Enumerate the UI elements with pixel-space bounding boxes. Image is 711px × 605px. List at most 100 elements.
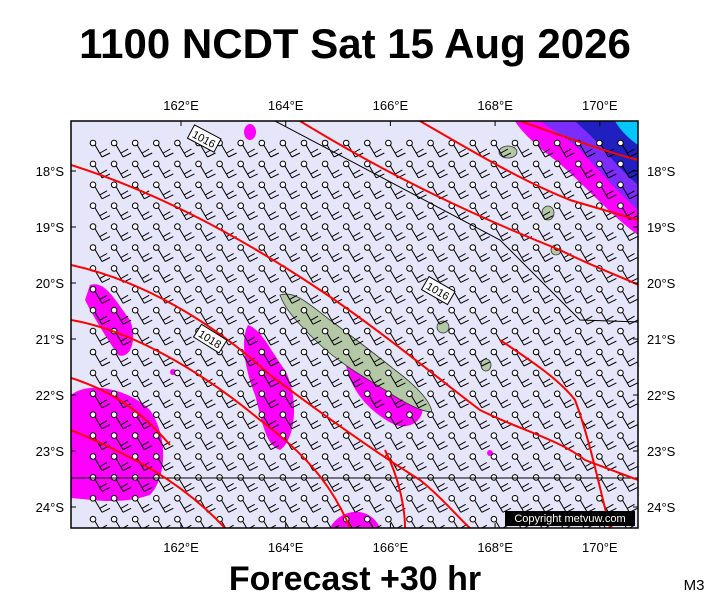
barb-staff (622, 437, 630, 450)
barb-station (617, 369, 624, 377)
wind-barb (511, 265, 533, 283)
barb-staff (263, 207, 272, 220)
barb-feather (395, 357, 403, 363)
barb-staff (644, 459, 651, 471)
barb-feather (312, 340, 322, 346)
barb-staff (495, 207, 504, 220)
wind-barb (131, 160, 153, 179)
barb-feather (587, 486, 596, 492)
barb-station (153, 390, 160, 398)
wind-barb (258, 348, 280, 367)
wind-barb (195, 515, 213, 528)
barb-station (617, 495, 624, 502)
wind-barb (532, 286, 554, 304)
barb-feather (354, 507, 364, 513)
barb-feather (374, 357, 382, 363)
barb-station (174, 411, 181, 419)
barb-staff (558, 228, 567, 241)
barb-feather (396, 524, 403, 528)
barb-station (153, 453, 160, 460)
barb-feather (544, 215, 554, 221)
barb-staff (579, 165, 588, 179)
barb-feather (184, 169, 192, 175)
barb-station (216, 453, 223, 460)
barb-station (195, 306, 202, 314)
barb-feather (120, 378, 129, 384)
barb-staff (178, 416, 187, 429)
barb-feather (376, 382, 385, 388)
barb-feather (606, 399, 614, 405)
barb-feather (523, 340, 533, 346)
barb-feather (186, 486, 195, 492)
barb-station (342, 202, 350, 209)
wind-barb (153, 369, 174, 388)
barb-station (195, 244, 202, 251)
barb-feather (649, 483, 656, 487)
barb-station (469, 390, 477, 398)
barb-feather (122, 424, 132, 430)
barb-feather (460, 507, 469, 513)
wind-barb (258, 202, 280, 221)
barb-station (258, 160, 266, 168)
wind-barb (174, 369, 195, 388)
barb-staff (242, 458, 251, 471)
barb-feather (310, 357, 319, 363)
barb-station (596, 369, 603, 377)
caption: Forecast +30 hr (229, 560, 481, 598)
barb-staff (94, 144, 103, 158)
barb-staff (453, 520, 459, 528)
barb-feather (186, 507, 195, 513)
wind-barb (575, 474, 596, 492)
barb-feather (310, 336, 319, 342)
barb-feather (437, 441, 445, 447)
barb-staff (326, 458, 335, 471)
wind-barb (131, 244, 153, 262)
barb-feather (585, 482, 593, 488)
barb-station (511, 453, 519, 460)
wind-barb (321, 432, 343, 451)
barb-feather (479, 148, 488, 154)
barb-feather (585, 169, 593, 175)
barb-staff (94, 520, 100, 528)
barb-station (300, 160, 308, 168)
wind-barb (89, 327, 111, 346)
barb-feather (481, 298, 491, 304)
barb-feather (207, 466, 216, 471)
barb-feather (542, 232, 551, 238)
barb-feather (207, 445, 216, 451)
barb-feather (184, 336, 192, 342)
barb-station (258, 495, 266, 502)
barb-staff (115, 311, 124, 325)
wind-barb (448, 265, 469, 283)
barb-staff (558, 395, 567, 409)
wind-barb (342, 453, 364, 471)
barb-feather (228, 424, 237, 430)
barb-station (237, 181, 244, 189)
barb-staff (558, 165, 567, 179)
barb-staff (347, 479, 356, 492)
barb-feather (184, 420, 192, 426)
barb-feather (627, 315, 635, 321)
barb-feather (627, 420, 635, 426)
barb-feather (228, 361, 237, 367)
barb-feather (310, 273, 319, 279)
barb-station (342, 286, 350, 293)
barb-staff (537, 458, 546, 471)
barb-feather (270, 257, 280, 262)
wind-barb (553, 286, 575, 304)
barb-staff (200, 311, 208, 325)
barb-feather (165, 340, 174, 346)
barb-staff (368, 291, 377, 304)
wind-barb (469, 411, 491, 430)
barb-feather (587, 298, 596, 304)
wind-barb (89, 390, 111, 409)
barb-station (153, 286, 160, 293)
barb-feather (270, 277, 280, 283)
barb-feather (479, 336, 488, 342)
barb-feather (416, 336, 424, 342)
barb-station (300, 369, 308, 377)
barb-feather (120, 357, 129, 363)
wind-barb (364, 265, 385, 283)
wind-barb (406, 369, 427, 388)
barb-feather (163, 273, 171, 279)
